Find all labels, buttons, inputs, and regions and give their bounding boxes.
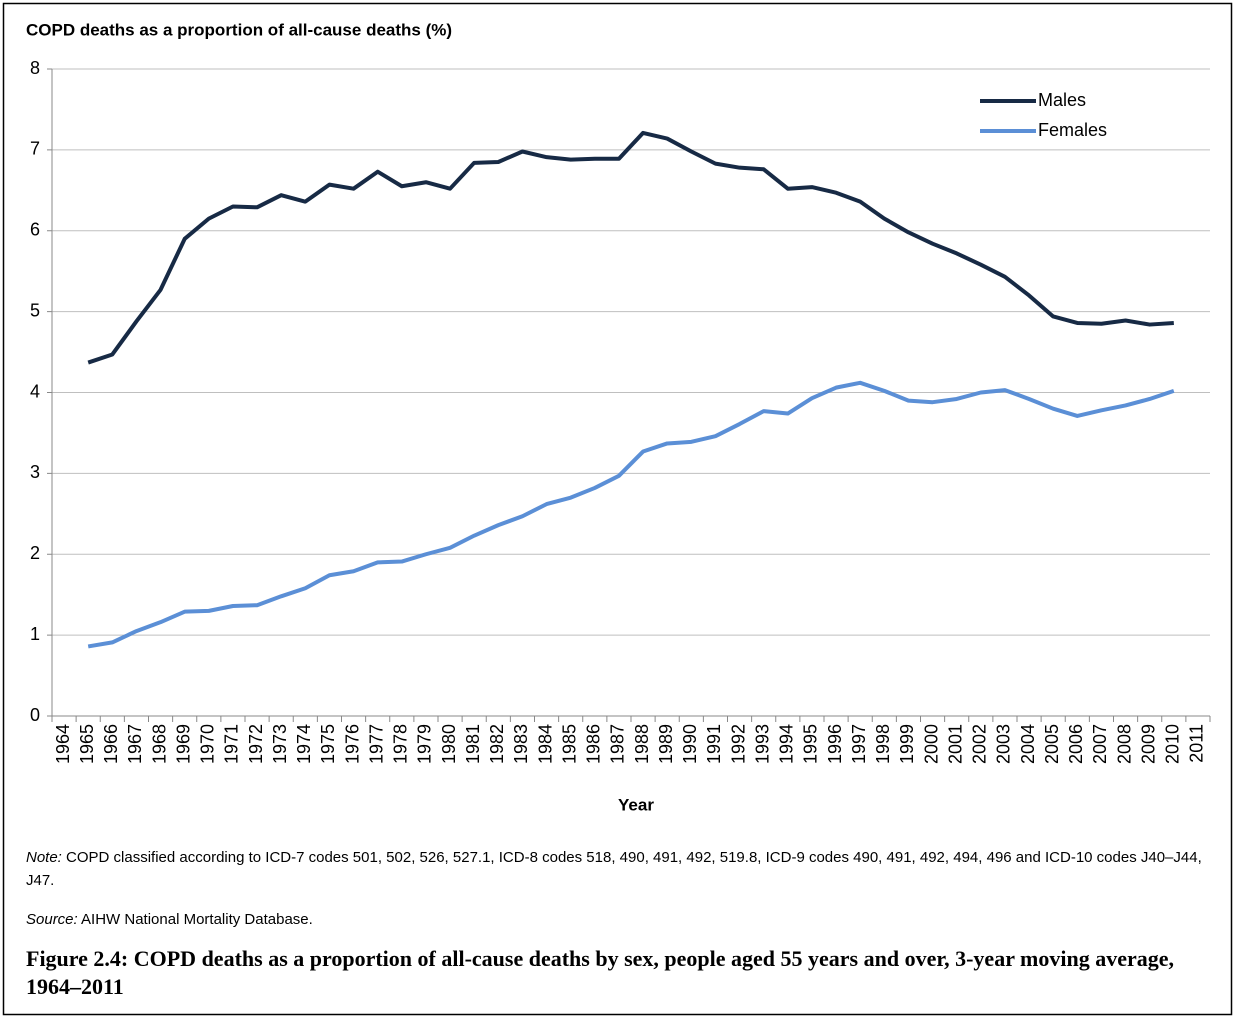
- x-tick-label: 1983: [511, 724, 531, 764]
- x-tick-label: 1980: [439, 724, 459, 764]
- x-tick-label: 1998: [873, 724, 893, 764]
- x-tick-label: 1985: [559, 724, 579, 764]
- y-tick-label: 0: [30, 705, 40, 725]
- x-tick-label: 1981: [463, 724, 483, 764]
- legend-label: Males: [1038, 90, 1086, 110]
- y-tick-label: 2: [30, 543, 40, 563]
- x-axis-label: Year: [618, 795, 654, 814]
- x-tick-label: 1997: [849, 724, 869, 764]
- x-tick-label: 1992: [728, 724, 748, 764]
- x-tick-label: 2011: [1187, 724, 1207, 763]
- x-tick-label: 2000: [921, 724, 941, 764]
- y-tick-label: 8: [30, 58, 40, 78]
- x-tick-label: 1975: [318, 724, 338, 764]
- y-tick-label: 4: [30, 381, 40, 401]
- x-tick-label: 1969: [173, 724, 193, 764]
- x-tick-label: 1970: [198, 724, 218, 764]
- x-tick-label: 1976: [342, 724, 362, 764]
- y-tick-label: 6: [30, 220, 40, 240]
- x-tick-label: 1966: [101, 724, 121, 764]
- y-tick-label: 3: [30, 462, 40, 482]
- x-tick-label: 1967: [125, 724, 145, 764]
- x-tick-label: 1973: [270, 724, 290, 764]
- x-tick-label: 2006: [1066, 724, 1086, 764]
- x-tick-label: 1965: [77, 724, 97, 764]
- x-tick-label: 1990: [680, 724, 700, 764]
- x-tick-label: 1977: [366, 724, 386, 764]
- y-tick-label: 5: [30, 300, 40, 320]
- x-tick-label: 2008: [1114, 724, 1134, 764]
- x-tick-label: 2005: [1042, 724, 1062, 764]
- x-tick-label: 1986: [584, 724, 604, 764]
- legend-label: Females: [1038, 120, 1107, 140]
- figure-caption: Figure 2.4: COPD deaths as a proportion …: [26, 946, 1175, 999]
- note: Note: COPD classified according to ICD-7…: [26, 846, 1216, 892]
- x-tick-label: 2002: [970, 724, 990, 764]
- y-tick-label: 1: [30, 624, 40, 644]
- x-tick-label: 1996: [825, 724, 845, 764]
- x-tick-label: 1964: [53, 724, 73, 764]
- x-tick-label: 2004: [1018, 724, 1038, 764]
- x-tick-label: 1991: [704, 724, 724, 764]
- x-tick-label: 1999: [897, 724, 917, 764]
- x-tick-label: 1968: [149, 724, 169, 764]
- x-tick-label: 1993: [752, 724, 772, 764]
- source: Source: AIHW National Mortality Database…: [26, 908, 1216, 931]
- series-line: [87, 130, 1174, 365]
- x-tick-label: 1987: [608, 724, 628, 764]
- x-tick-label: 1988: [632, 724, 652, 764]
- x-tick-label: 1994: [777, 724, 797, 764]
- x-tick-label: 1974: [294, 724, 314, 764]
- note-text: COPD classified according to ICD-7 codes…: [26, 849, 1202, 889]
- x-tick-label: 1982: [487, 724, 507, 764]
- note-label: Note:: [26, 849, 62, 866]
- x-tick-label: 2009: [1138, 724, 1158, 764]
- source-label: Source:: [26, 911, 78, 928]
- x-tick-label: 1972: [246, 724, 266, 764]
- x-tick-label: 1979: [415, 724, 435, 764]
- x-tick-label: 1984: [535, 724, 555, 764]
- x-tick-label: 1971: [222, 724, 242, 764]
- chart-title: COPD deaths as a proportion of all-cause…: [26, 20, 452, 39]
- x-tick-label: 2001: [945, 724, 965, 764]
- source-text: AIHW National Mortality Database.: [81, 911, 313, 928]
- x-tick-label: 2003: [994, 724, 1014, 764]
- x-tick-label: 1989: [656, 724, 676, 764]
- y-tick-label: 7: [30, 139, 40, 159]
- x-tick-label: 1995: [801, 724, 821, 764]
- x-tick-label: 1978: [391, 724, 411, 764]
- x-tick-label: 2007: [1090, 724, 1110, 764]
- series-line: [87, 380, 1175, 649]
- x-tick-label: 2010: [1163, 724, 1183, 764]
